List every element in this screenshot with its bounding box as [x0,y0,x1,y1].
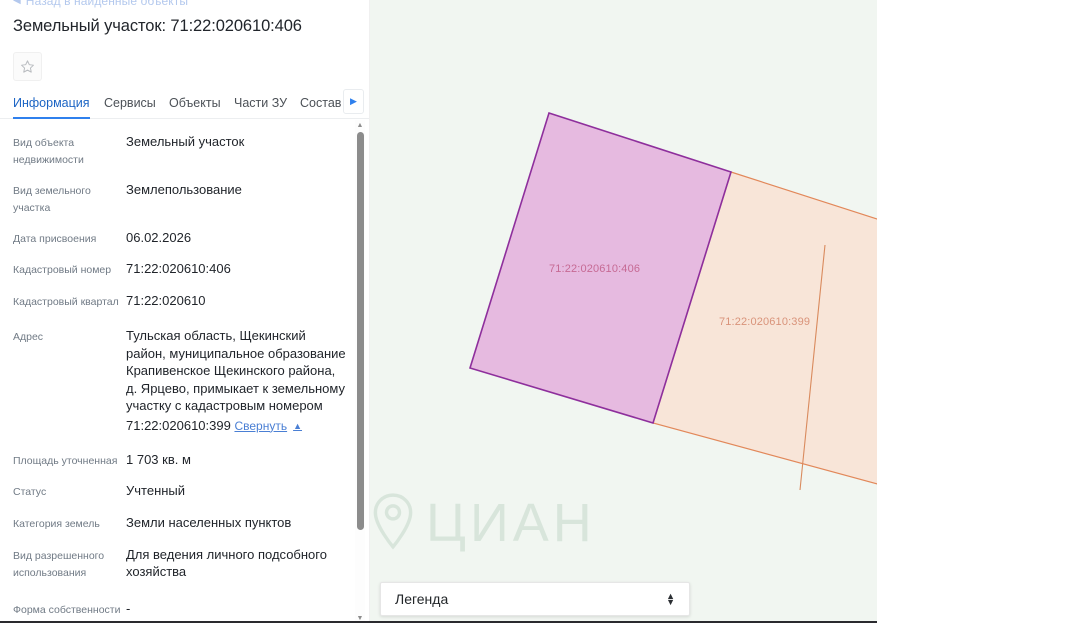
back-to-results-label: Назад в найденные объекты [25,0,189,8]
attribute-value: Учтенный [126,483,186,498]
attribute-label: Площадь уточненная [13,455,118,467]
attribute-value: 1 703 кв. м [126,452,191,467]
attribute-label: Адрес [13,331,44,343]
panel-divider [369,0,370,623]
attribute-value: Тульская область, Щекинский район, муниц… [126,328,346,433]
tab-bar: Информация Сервисы Объекты Части ЗУ Сост… [0,89,370,119]
favorite-button[interactable] [13,52,42,81]
attribute-row: Статус Учтенный [0,482,356,501]
attribute-value-wrap: Тульская область, Щекинский район, муниц… [126,327,346,435]
attribute-label: Вид разрешенного использования [13,550,105,579]
collapse-address-label: Свернуть [234,418,288,433]
attribute-value: Земельный участок [126,134,245,149]
map-right-blank-area [877,0,1073,623]
attribute-list: Вид объекта недвижимости Земельный участ… [0,130,356,623]
chevron-right-icon: ▶ [350,96,357,106]
scrollbar-up-arrow[interactable]: ▲ [356,121,364,129]
attribute-value: 71:22:020610:406 [126,261,231,276]
tab-obekty[interactable]: Объекты [169,96,221,110]
attribute-label: Кадастровый номер [13,264,112,276]
collapse-address-link[interactable]: Свернуть ▲ [234,418,302,436]
scrollbar-down-arrow[interactable]: ▼ [356,614,364,622]
object-info-panel: ◀ Назад в найденные объекты Земельный уч… [0,0,370,623]
attribute-value: 71:22:020610 [126,293,206,308]
attribute-value: - [126,601,131,616]
tab-sostav[interactable]: Состав [300,96,342,110]
attribute-row: Площадь уточненная 1 703 кв. м [0,451,356,470]
legend-toggle-bar[interactable]: Легенда ▲ ▼ [380,582,690,616]
back-to-results-link[interactable]: ◀ Назад в найденные объекты [13,0,188,8]
attribute-label: Вид земельного участка [13,185,91,214]
attribute-row: Вид разрешенного использования Для веден… [0,546,356,582]
attribute-label: Дата присвоения [13,233,97,245]
parcel-polygon-406[interactable] [468,111,732,424]
panel-scrollbar[interactable]: ▲ ▼ [355,120,365,623]
attribute-row: Кадастровый квартал 71:22:020610 [0,292,356,311]
attribute-row: Кадастровый номер 71:22:020610:406 [0,260,356,279]
tab-informaciya[interactable]: Информация [13,90,90,119]
attribute-label: Форма собственности [13,604,121,616]
parcel-division-line [799,244,826,491]
window-bottom-edge [0,621,1073,623]
attribute-row-address: Адрес Тульская область, Щекинский район,… [0,327,356,435]
star-outline-icon [20,59,35,74]
legend-label: Легенда [395,591,449,607]
attribute-row: Вид земельного участка Землепользование [0,181,356,217]
attribute-label: Вид объекта недвижимости [13,137,84,166]
window-bottom-edge-right [877,621,1073,623]
page-title: Земельный участок: 71:22:020610:406 [13,17,302,35]
attribute-label: Статус [13,486,47,498]
chevron-up-icon: ▲ [293,420,303,431]
attribute-label: Кадастровый квартал [13,296,119,308]
attribute-row: Форма собственности - [0,600,356,619]
scrollbar-thumb[interactable] [356,132,364,530]
tabs-next-button[interactable]: ▶ [343,89,364,114]
map-viewport[interactable]: 71:22:020610:406 71:22:020610:399 [370,0,877,623]
attribute-row: Категория земель Земли населенных пункто… [0,514,356,533]
parcel-vector-layer [468,111,877,491]
tab-chasti-zu[interactable]: Части ЗУ [234,96,288,110]
attribute-value: Земли населенных пунктов [126,515,292,530]
chevron-left-icon: ◀ [13,0,21,6]
attribute-row: Дата присвоения 06.02.2026 [0,229,356,248]
attribute-value: Землепользование [126,182,242,197]
attribute-label: Категория земель [13,518,100,530]
attribute-row: Вид объекта недвижимости Земельный участ… [0,133,356,169]
chevron-up-down-icon[interactable]: ▲ ▼ [666,591,675,607]
tab-servisy[interactable]: Сервисы [104,96,156,110]
attribute-value: Для ведения личного подсобного хозяйства [126,547,327,579]
attribute-value: 06.02.2026 [126,230,192,245]
